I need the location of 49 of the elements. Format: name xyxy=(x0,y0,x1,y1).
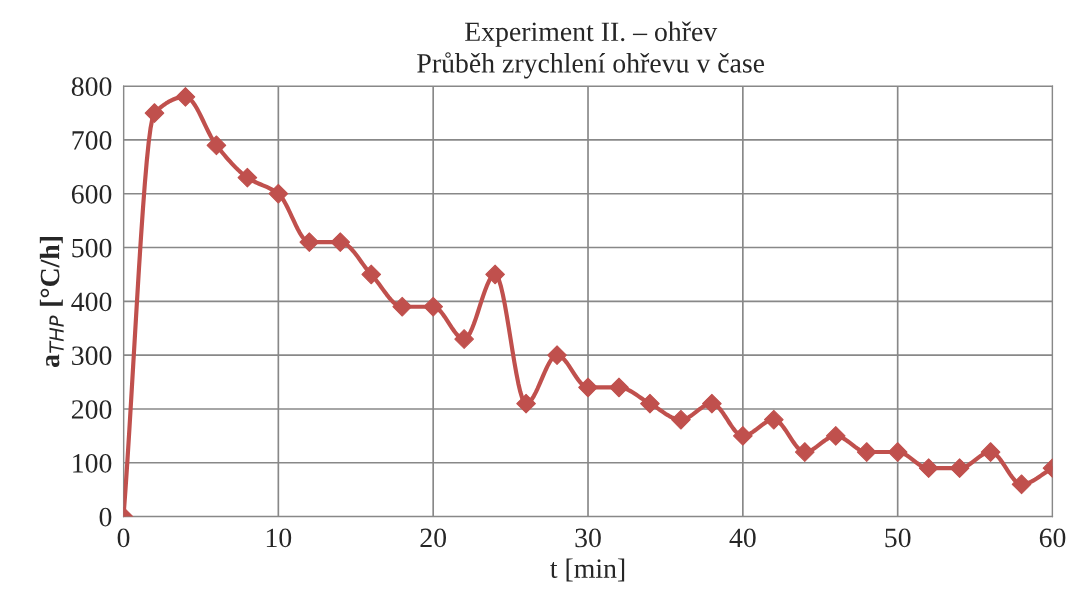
chart-title: Experiment II. – ohřev xyxy=(465,21,718,47)
y-tick-label: 800 xyxy=(71,77,112,97)
point xyxy=(763,409,784,430)
point xyxy=(671,409,691,430)
y-tick-label: 400 xyxy=(71,292,112,312)
x-tick-label: 10 xyxy=(266,528,292,548)
y-tick-label: 100 xyxy=(73,453,112,473)
point xyxy=(640,393,660,414)
point xyxy=(794,442,815,462)
point xyxy=(856,442,877,462)
point xyxy=(361,264,382,285)
x-tick-label: 30 xyxy=(575,528,601,548)
point xyxy=(733,426,753,446)
point xyxy=(330,232,351,252)
chart-subtitle: Průběh zrychlení ohřevu v čase xyxy=(417,52,765,79)
point xyxy=(1011,474,1032,495)
point xyxy=(299,232,320,252)
point xyxy=(918,458,939,479)
point xyxy=(175,87,196,107)
y-tick-label: 700 xyxy=(72,131,112,150)
point xyxy=(237,167,258,188)
x-tick-label: 40 xyxy=(729,528,756,548)
point xyxy=(578,377,598,398)
point xyxy=(454,329,474,349)
point xyxy=(980,442,1001,462)
x-axis-title: t [min] xyxy=(550,558,625,582)
point xyxy=(702,393,722,414)
y-tick-label: 600 xyxy=(71,184,112,204)
point xyxy=(887,442,908,462)
point xyxy=(825,426,846,446)
point xyxy=(144,103,165,123)
y-tick-label: 200 xyxy=(71,400,112,419)
y-tick-label: 300 xyxy=(72,346,112,366)
x-tick-label: 50 xyxy=(885,528,911,548)
point xyxy=(423,296,444,317)
x-tick-label: 20 xyxy=(420,528,447,548)
y-axis-title: a$_{THP}$ [°C/h] xyxy=(39,237,64,367)
point xyxy=(949,458,970,479)
point xyxy=(609,377,629,398)
point xyxy=(516,393,536,414)
y-tick-label: 500 xyxy=(72,238,112,258)
x-tick-label: 60 xyxy=(1039,528,1066,548)
y-tick-label: 0 xyxy=(99,507,112,527)
point xyxy=(485,264,505,285)
x-tick-label: 0 xyxy=(117,528,130,548)
point xyxy=(268,183,289,204)
point xyxy=(547,345,567,366)
point xyxy=(392,296,413,317)
point xyxy=(206,135,227,156)
